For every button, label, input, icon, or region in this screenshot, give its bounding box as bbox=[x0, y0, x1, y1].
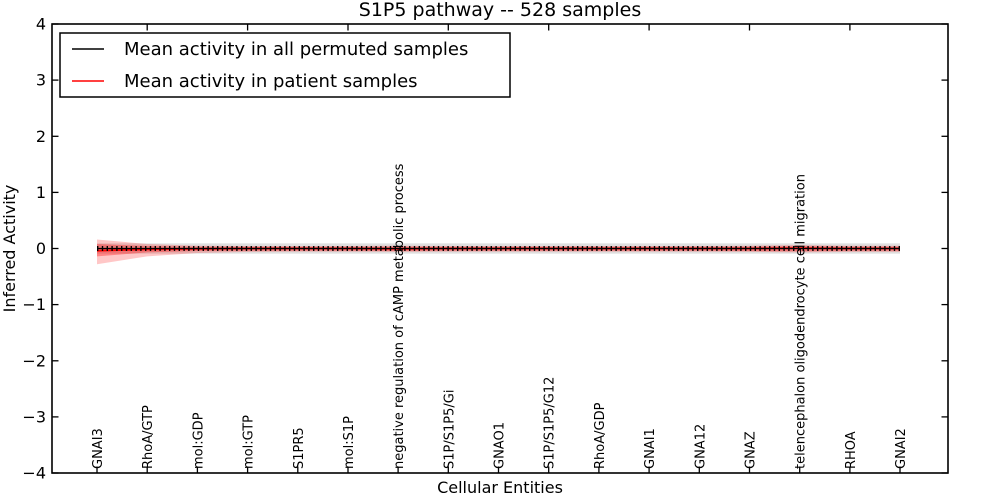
legend-label-permuted: Mean activity in all permuted samples bbox=[124, 39, 468, 60]
x-tick-label: RhoA/GDP bbox=[593, 402, 608, 469]
y-tick-label: 0 bbox=[36, 239, 46, 258]
x-tick-label: S1P/S1P5/G12 bbox=[543, 377, 558, 469]
y-tick-label: 1 bbox=[36, 183, 46, 202]
x-tick-label: negative regulation of cAMP metabolic pr… bbox=[392, 163, 407, 469]
x-tick-label: RHOA bbox=[844, 431, 859, 469]
x-tick-label: mol:S1P bbox=[342, 416, 357, 469]
axes-frame bbox=[51, 23, 949, 474]
y-tick-label: −1 bbox=[22, 295, 46, 314]
y-tick-label: −4 bbox=[22, 464, 46, 483]
x-tick-label: RhoA/GTP bbox=[141, 405, 156, 469]
x-tick-label: GNAI2 bbox=[894, 428, 909, 469]
y-tick-label: 3 bbox=[36, 71, 46, 90]
y-tick-label: 2 bbox=[36, 127, 46, 146]
x-tick-label: telencephalon oligodendrocyte cell migra… bbox=[794, 174, 809, 469]
x-tick-label: S1PR5 bbox=[292, 427, 307, 469]
x-axis-label: Cellular Entities bbox=[437, 478, 563, 497]
patient-std-inner-band bbox=[97, 244, 900, 257]
legend: Mean activity in all permuted samples Me… bbox=[59, 32, 511, 98]
y-tick-label: −2 bbox=[22, 351, 46, 370]
x-tick-label: mol:GDP bbox=[191, 412, 206, 469]
x-tick-label: GNAI1 bbox=[643, 428, 658, 469]
x-tick-labels: GNAI3 RhoA/GTP mol:GDP mol:GTP S1PR5 mol… bbox=[91, 163, 909, 469]
legend-label-patient: Mean activity in patient samples bbox=[124, 71, 418, 92]
axis-ticks bbox=[52, 23, 948, 474]
x-tick-label: mol:GTP bbox=[242, 415, 257, 469]
x-tick-label: GNA12 bbox=[693, 424, 708, 469]
y-tick-labels: 4 3 2 1 0 −1 −2 −3 −4 bbox=[22, 15, 46, 483]
x-tick-label: GNAZ bbox=[744, 431, 759, 469]
legend-box bbox=[59, 32, 511, 98]
y-tick-label: −3 bbox=[22, 407, 46, 426]
y-axis-label: Inferred Activity bbox=[0, 185, 19, 313]
x-tick-label: S1P/S1P5/Gi bbox=[442, 390, 457, 469]
x-tick-label: GNAI3 bbox=[91, 428, 106, 469]
x-tick-label: GNAO1 bbox=[493, 422, 508, 469]
y-tick-label: 4 bbox=[36, 15, 46, 34]
chart-title: S1P5 pathway -- 528 samples bbox=[359, 0, 641, 21]
